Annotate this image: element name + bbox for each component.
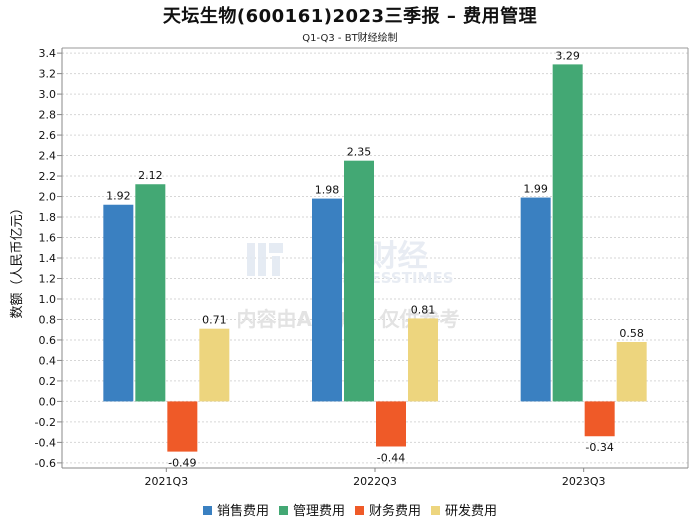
y-tick-label: 3.4 bbox=[39, 47, 57, 60]
legend-item: 销售费用 bbox=[202, 500, 269, 519]
y-tick-label: 0.2 bbox=[39, 375, 57, 388]
x-tick-label: 2022Q3 bbox=[353, 475, 397, 488]
y-tick-label: 3.0 bbox=[39, 88, 57, 101]
legend-label: 研发费用 bbox=[445, 504, 498, 519]
bar bbox=[584, 401, 615, 437]
y-tick-label: 1.8 bbox=[39, 211, 57, 224]
y-axis-label: 数额（人民币亿元） bbox=[10, 201, 25, 318]
data-labels: 1.92 2.12 -0.49 0.71 1.98 2.35 -0.44 0.81 1.99 3.… bbox=[106, 49, 644, 469]
data-label: 1.98 bbox=[315, 184, 340, 197]
data-label: 1.92 bbox=[106, 190, 131, 203]
data-label: 3.29 bbox=[555, 49, 580, 62]
bar bbox=[135, 184, 166, 402]
bar bbox=[167, 401, 198, 452]
legend: 销售费用 管理费用 财务费用 研发费用 bbox=[0, 500, 700, 519]
axes: -0.6 -0.4 -0.2 0.0 0.2 0.4 0.6 0.8 1.0 1.2 1.4 1.6 1… bbox=[35, 47, 689, 488]
chart-title: 天坛生物(600161)2023三季报 – 费用管理 bbox=[162, 6, 538, 27]
bar bbox=[103, 204, 134, 402]
data-label: 2.12 bbox=[138, 169, 163, 182]
x-tick-label: 2021Q3 bbox=[145, 475, 189, 488]
legend-label: 财务费用 bbox=[369, 504, 422, 519]
y-tick-label: 0.8 bbox=[39, 313, 57, 326]
y-tick-label: 0.0 bbox=[39, 395, 57, 408]
y-tick-label: 0.4 bbox=[39, 354, 57, 367]
bar bbox=[552, 64, 583, 402]
x-tick-label: 2023Q3 bbox=[562, 475, 606, 488]
y-tick-label: 2.4 bbox=[39, 150, 57, 163]
y-tick-label: 1.6 bbox=[39, 232, 57, 245]
y-tick-label: 1.0 bbox=[39, 293, 57, 306]
y-tick-label: -0.4 bbox=[35, 436, 56, 449]
legend-item: 管理费用 bbox=[278, 500, 345, 519]
bars bbox=[103, 64, 647, 452]
data-label: 1.99 bbox=[523, 183, 548, 196]
bar bbox=[199, 328, 230, 402]
data-label: -0.44 bbox=[377, 451, 405, 464]
y-tick-label: 2.2 bbox=[39, 170, 57, 183]
chart-subtitle: Q1-Q3 - BT财经绘制 bbox=[302, 33, 398, 44]
legend-label: 管理费用 bbox=[292, 504, 345, 519]
legend-item: 财务费用 bbox=[355, 500, 421, 519]
bar bbox=[376, 401, 406, 447]
legend-label: 销售费用 bbox=[216, 504, 269, 519]
grid-lines bbox=[62, 52, 688, 464]
bar bbox=[344, 160, 374, 402]
bar bbox=[312, 198, 342, 402]
bar bbox=[520, 197, 551, 402]
y-tick-label: 2.6 bbox=[39, 129, 57, 142]
data-label: -0.34 bbox=[585, 441, 613, 454]
y-tick-label: 1.4 bbox=[39, 252, 57, 265]
data-label: -0.49 bbox=[168, 457, 196, 470]
bar-chart: BT财经 BUSINESSTIMES 内容由AI生成，仅供参考 1.922.12… bbox=[10, 47, 689, 488]
legend-swatch bbox=[431, 506, 441, 515]
data-label: 0.71 bbox=[202, 314, 227, 327]
data-label: 0.81 bbox=[411, 303, 436, 316]
y-tick-label: 2.0 bbox=[39, 191, 57, 204]
bar bbox=[616, 342, 647, 402]
y-tick-label: 1.2 bbox=[39, 272, 57, 285]
bar bbox=[408, 318, 438, 402]
legend-swatch bbox=[202, 506, 212, 515]
data-label: 2.35 bbox=[347, 146, 372, 159]
y-tick-label: -0.2 bbox=[35, 416, 56, 429]
legend-swatch bbox=[278, 506, 288, 515]
y-tick-label: 2.8 bbox=[39, 109, 57, 122]
y-tick-label: 0.6 bbox=[39, 334, 57, 347]
legend-item: 研发费用 bbox=[431, 500, 497, 519]
bt-logo-icon bbox=[247, 243, 283, 276]
y-tick-label: 3.2 bbox=[39, 68, 57, 81]
legend-swatch bbox=[355, 506, 364, 515]
data-label: 0.58 bbox=[619, 327, 644, 340]
y-tick-label: -0.6 bbox=[35, 457, 56, 470]
